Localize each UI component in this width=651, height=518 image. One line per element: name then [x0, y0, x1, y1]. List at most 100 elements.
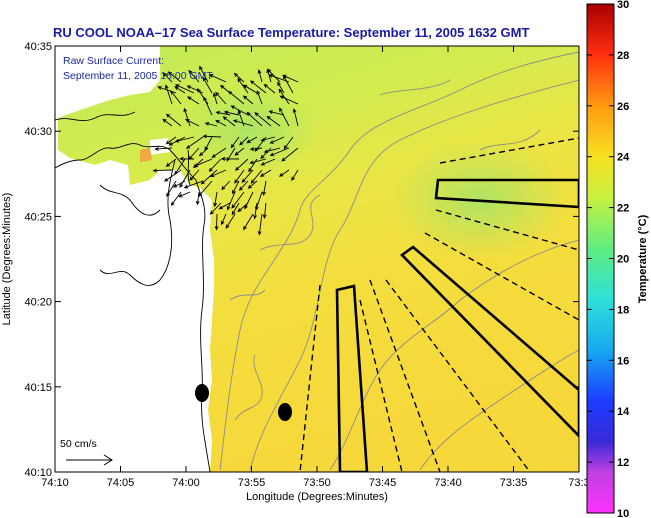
current-vector-arrow — [278, 169, 290, 177]
x-tick-label: 73:40 — [434, 477, 462, 489]
current-vector-arrow — [223, 110, 240, 116]
current-vector-arrow — [202, 76, 213, 94]
current-vector-arrow — [230, 136, 240, 149]
current-vector-arrow — [187, 96, 200, 105]
current-vector-arrow — [186, 85, 204, 94]
current-vector-arrow — [184, 119, 200, 127]
current-vector-arrow — [281, 147, 299, 162]
current-vector-arrow — [193, 158, 213, 167]
current-vector-arrow — [225, 213, 236, 229]
y-axis-label: Latitude (Degrees:Minutes) — [1, 193, 13, 326]
current-vector-arrow — [250, 169, 263, 184]
colorbar-tick-label: 16 — [617, 355, 629, 367]
current-vector-arrow — [178, 191, 191, 198]
current-vector-arrow — [202, 134, 222, 139]
current-vector-arrow — [278, 88, 290, 105]
current-vector-arrow — [163, 72, 173, 83]
current-vector-arrow — [292, 108, 299, 127]
colorbar-tick-label: 10 — [617, 508, 629, 518]
current-vector-arrow — [174, 84, 195, 94]
current-vector-arrow — [232, 119, 254, 127]
current-vector-arrow — [162, 118, 173, 127]
transect-box-east — [434, 178, 579, 209]
transect-boxes — [335, 178, 579, 472]
current-vector-arrow — [170, 191, 182, 207]
current-vector-arrow — [234, 169, 245, 184]
colorbar-tick-label: 30 — [617, 0, 629, 11]
current-vector-arrow — [198, 147, 209, 157]
current-vector-arrow — [165, 158, 177, 167]
transect-guide-lines — [299, 137, 579, 472]
current-vector-arrow — [174, 136, 195, 143]
colorbar-tick-label: 24 — [617, 152, 630, 164]
current-vector-arrow — [257, 69, 263, 83]
current-vector-arrow — [215, 110, 231, 116]
current-vector-arrow — [262, 180, 267, 197]
current-vector-arrow — [242, 95, 254, 105]
current-vector-arrow — [188, 69, 200, 83]
current-vector-arrow — [283, 136, 294, 150]
current-vector-arrow — [263, 83, 276, 94]
current-vector-arrow — [242, 84, 258, 94]
colorbar-tick-label: 20 — [617, 254, 629, 266]
current-vector-arrow — [237, 202, 249, 213]
current-vector-arrow — [189, 169, 200, 181]
current-vector-arrow — [199, 65, 209, 83]
current-vector-arrow — [277, 81, 285, 94]
current-vector-arrow — [228, 90, 245, 105]
current-vector-arrow — [165, 113, 182, 127]
current-vector-arrow — [215, 119, 227, 127]
x-tick-label: 73:35 — [500, 477, 528, 489]
current-vector-arrow — [231, 191, 245, 209]
current-vector-arrow — [211, 147, 227, 158]
colorbar-tick-label: 28 — [617, 50, 629, 62]
current-vector-arrow — [282, 74, 294, 94]
y-axis-ticks: 40:35 40:30 40:25 40:20 40:15 40:10 — [24, 41, 579, 479]
current-vector-arrow — [222, 116, 236, 127]
current-vector-arrow — [266, 68, 281, 83]
x-tick-label: 73:55 — [238, 477, 266, 489]
current-vector-arrow — [234, 147, 245, 156]
colorbar-tick-label: 18 — [617, 304, 629, 316]
current-vector-arrow — [269, 136, 285, 144]
scale-arrow — [66, 454, 113, 466]
colorbar-tick-label: 22 — [617, 203, 629, 215]
current-vector-arrow — [238, 180, 249, 191]
current-vector-arrow — [257, 213, 263, 236]
current-vector-arrow — [218, 202, 231, 210]
current-vector-arrow — [183, 180, 204, 189]
cool-water-patch-west — [180, 85, 320, 175]
y-tick-label: 40:20 — [24, 297, 52, 309]
current-vector-arrow — [179, 169, 191, 188]
warm-pixel-patch — [140, 148, 152, 162]
current-vector-arrow — [246, 136, 258, 144]
current-vector-arrow — [254, 112, 272, 127]
current-vector-arrow — [220, 213, 227, 226]
current-vector-arrow — [237, 77, 249, 94]
current-vector-arrow — [256, 90, 263, 105]
colorbar-ticks: 30 28 26 24 22 20 18 16 14 12 10 — [587, 0, 630, 518]
current-vector-arrow — [163, 169, 182, 182]
x-axis-label: Longitude (Degrees:Minutes) — [246, 491, 388, 503]
current-vector-arrow — [260, 147, 272, 160]
current-vector-arrow — [166, 180, 177, 197]
transect-box-southeast — [400, 245, 579, 438]
current-vector-arrow — [221, 180, 231, 191]
current-vector-arrow — [209, 202, 222, 215]
current-vector-arrow — [262, 202, 267, 219]
annotation-line2: September 11, 2005 16:00 GMT — [63, 70, 213, 82]
transect-box-south — [335, 284, 369, 472]
current-vector-arrow — [247, 180, 258, 189]
current-vector-arrow — [203, 96, 213, 116]
y-tick-label: 40:15 — [24, 382, 52, 394]
current-vector-arrow — [235, 158, 249, 171]
scale-label: 50 cm/s — [60, 438, 97, 450]
mooring-marker — [278, 403, 292, 421]
colorbar-tick-label: 26 — [617, 101, 629, 113]
x-tick-label: 73:50 — [303, 477, 331, 489]
colorbar-tick-label: 14 — [617, 406, 630, 418]
current-vector-arrow — [213, 191, 218, 208]
bathymetry-contours — [219, 51, 579, 471]
current-vector-arrow — [152, 168, 173, 173]
x-tick-label: 74:10 — [41, 477, 69, 489]
